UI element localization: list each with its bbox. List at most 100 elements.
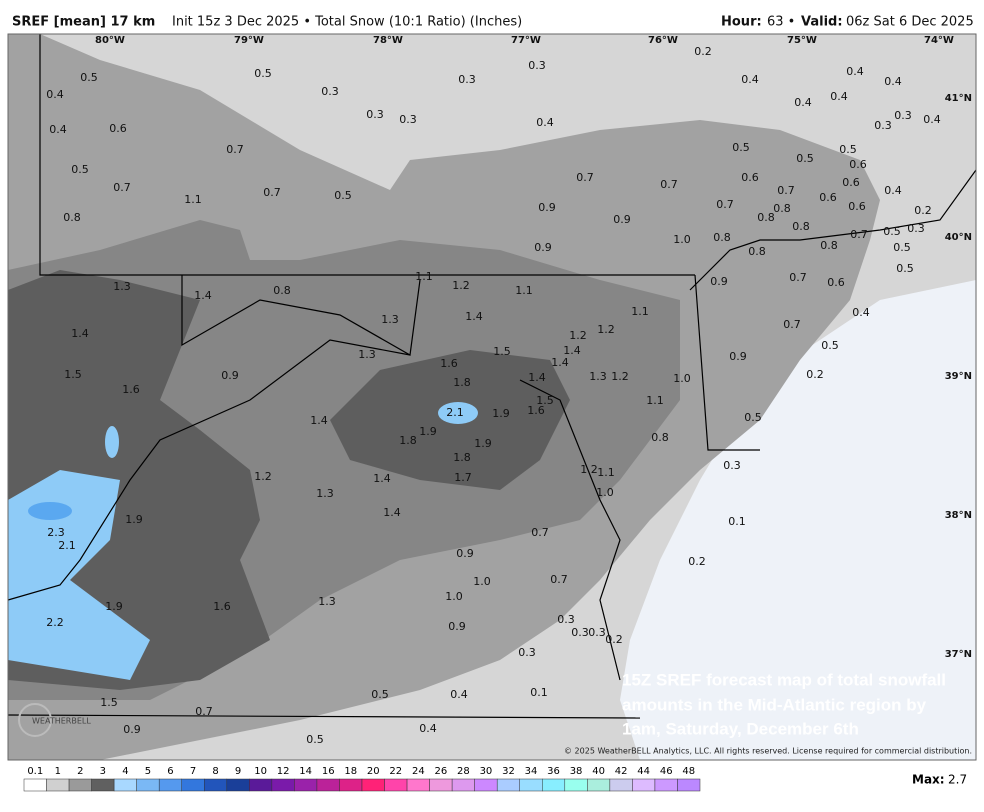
snow-amount: 1.2 — [452, 279, 470, 292]
snow-amount: 1.1 — [515, 284, 533, 297]
snow-amount: 0.4 — [536, 116, 554, 129]
snow-amount: 2.1 — [58, 539, 76, 552]
colorbar-swatch — [361, 778, 385, 792]
snow-amount: 0.2 — [605, 633, 623, 646]
snow-amount: 0.5 — [334, 189, 352, 202]
snow-amount: 0.8 — [651, 431, 669, 444]
snow-amount: 0.2 — [694, 45, 712, 58]
snow-amount: 1.4 — [563, 344, 581, 357]
snow-amount: 0.6 — [842, 176, 860, 189]
colorbar-label: 38 — [570, 766, 583, 777]
colorbar-label: 14 — [299, 766, 312, 777]
snow-amount: 1.4 — [310, 414, 328, 427]
snow-amount: 0.2 — [688, 555, 706, 568]
snow-amount: 0.5 — [839, 143, 857, 156]
snow-amount: 0.6 — [109, 122, 127, 135]
snow-amount: 0.9 — [221, 369, 239, 382]
colorbar-swatch — [23, 778, 47, 792]
snow-amount: 0.9 — [729, 350, 747, 363]
colorbar-swatch — [339, 778, 363, 792]
snow-amount: 0.7 — [550, 573, 568, 586]
colorbar-swatch — [474, 778, 498, 792]
snow-amount: 0.1 — [728, 515, 746, 528]
snow-amount: 0.5 — [896, 262, 914, 275]
snow-amount: 0.4 — [49, 123, 67, 136]
colorbar-swatch — [316, 778, 340, 792]
colorbar-swatch — [249, 778, 273, 792]
snow-amount: 0.3 — [399, 113, 417, 126]
latitude-label: 40°N — [945, 232, 972, 243]
snow-amount: 0.3 — [321, 85, 339, 98]
snow-amount: 0.4 — [830, 90, 848, 103]
snow-amount: 0.7 — [195, 705, 213, 718]
colorbar-swatch — [496, 778, 520, 792]
latitude-label: 37°N — [945, 649, 972, 660]
colorbar-swatch — [564, 778, 588, 792]
colorbar-label: 7 — [190, 766, 196, 777]
snow-amount: 1.9 — [474, 437, 492, 450]
colorbar-label: 5 — [145, 766, 151, 777]
colorbar-label: 48 — [682, 766, 695, 777]
snow-amount: 0.3 — [571, 626, 589, 639]
colorbar-swatch — [677, 778, 701, 792]
snow-amount: 0.8 — [748, 245, 766, 258]
snow-amount: 1.8 — [453, 451, 471, 464]
snow-amount: 0.3 — [894, 109, 912, 122]
map-frame — [7, 33, 977, 761]
snow-amount: 1.5 — [493, 345, 511, 358]
caption: 1am, Saturday, December 6th — [622, 719, 859, 738]
snow-amount: 1.9 — [105, 600, 123, 613]
colorbar-swatch — [226, 778, 250, 792]
snow-zone — [28, 502, 72, 520]
snow-amount: 0.3 — [588, 626, 606, 639]
snow-amount: 1.4 — [71, 327, 89, 340]
snow-amount: 0.8 — [792, 220, 810, 233]
snow-amount: 0.6 — [848, 200, 866, 213]
snow-amount: 1.1 — [415, 270, 433, 283]
snow-amount: 0.7 — [660, 178, 678, 191]
colorbar-label: 26 — [434, 766, 447, 777]
snow-amount: 0.9 — [456, 547, 474, 560]
snow-amount: 1.3 — [113, 280, 131, 293]
snow-amount: 0.7 — [716, 198, 734, 211]
borders — [7, 34, 977, 719]
snow-amount: 1.0 — [673, 233, 691, 246]
snow-amount: 2.1 — [446, 406, 464, 419]
colorbar-label: 6 — [167, 766, 173, 777]
copyright: © 2025 WeatherBELL Analytics, LLC. All r… — [564, 747, 972, 756]
colorbar-label: 3 — [100, 766, 106, 777]
snow-amount: 1.4 — [373, 472, 391, 485]
colorbar-label: 44 — [637, 766, 650, 777]
valid-label: Valid: — [801, 15, 843, 30]
longitude-label: 74°W — [924, 35, 954, 46]
snow-amount: 0.3 — [528, 59, 546, 72]
colorbar-label: 16 — [322, 766, 335, 777]
snow-amount: 0.3 — [723, 459, 741, 472]
colorbar-label: 42 — [615, 766, 628, 777]
map: WEATHERBELL — [7, 33, 977, 761]
subtitle: Init 15z 3 Dec 2025 • Total Snow (10:1 R… — [172, 15, 522, 30]
snow-amount: 0.7 — [850, 228, 868, 241]
longitude-label: 78°W — [373, 35, 403, 46]
colorbar-swatch — [384, 778, 408, 792]
colorbar-label: 36 — [547, 766, 560, 777]
snow-amount: 1.9 — [492, 407, 510, 420]
colorbar-label: 0.1 — [27, 766, 43, 777]
snow-amount: 1.0 — [596, 486, 614, 499]
snow-amount: 0.4 — [450, 688, 468, 701]
snow-amount: 0.4 — [923, 113, 941, 126]
snow-amount: 0.5 — [732, 141, 750, 154]
longitude-label: 76°W — [648, 35, 678, 46]
snow-amount: 0.6 — [819, 191, 837, 204]
snow-amount: 0.5 — [254, 67, 272, 80]
logo — [18, 703, 52, 737]
snow-amount: 0.5 — [893, 241, 911, 254]
max-value: 2.7 — [948, 773, 967, 787]
longitude-label: 79°W — [234, 35, 264, 46]
colorbar-label: 30 — [480, 766, 493, 777]
colorbar-label: 46 — [660, 766, 673, 777]
colorbar-swatch — [181, 778, 205, 792]
snow-amount: 0.8 — [820, 239, 838, 252]
colorbar-label: 4 — [122, 766, 128, 777]
snow-amount: 1.8 — [399, 434, 417, 447]
